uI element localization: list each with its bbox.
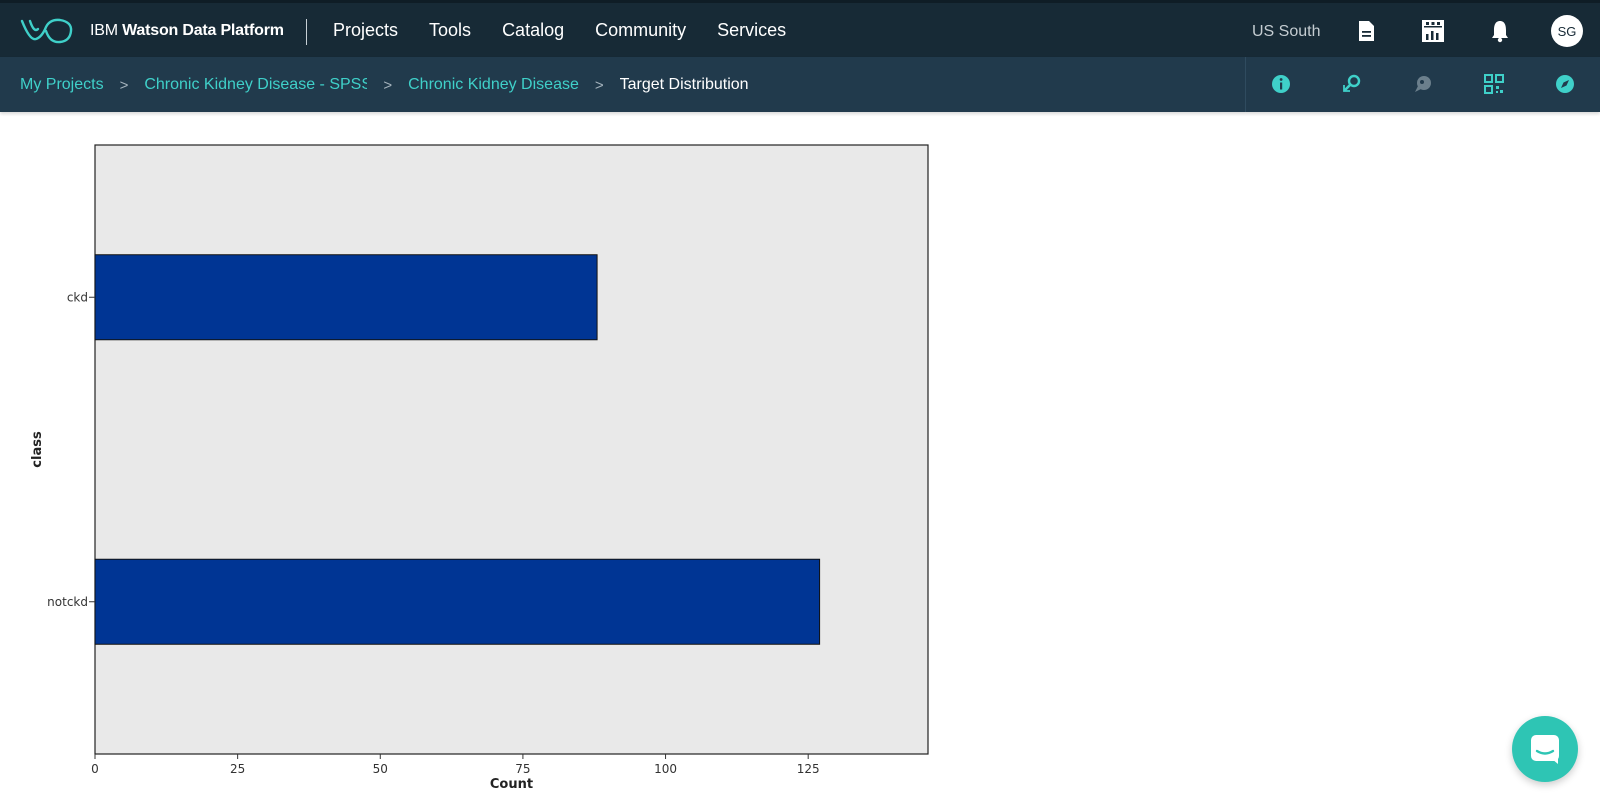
comment-icon[interactable] bbox=[1412, 73, 1434, 95]
nav-catalog[interactable]: Catalog bbox=[502, 20, 565, 40]
chat-button[interactable] bbox=[1512, 716, 1578, 782]
breadcrumb: My Projects > Chronic Kidney Disease - S… bbox=[20, 76, 749, 94]
document-icon[interactable] bbox=[1353, 18, 1379, 44]
target-distribution-chart: ckd notckd 0 25 50 75 100 125 Count class bbox=[0, 130, 960, 796]
breadcrumb-project[interactable]: Chronic Kidney Disease - SPSS M bbox=[144, 76, 368, 93]
find-icon[interactable] bbox=[1341, 73, 1363, 95]
user-avatar[interactable]: SG bbox=[1551, 15, 1583, 47]
compass-icon[interactable] bbox=[1554, 73, 1576, 95]
chevron-right-icon: > bbox=[594, 76, 604, 94]
nav-services[interactable]: Services bbox=[717, 20, 787, 40]
x-tick-label: 0 bbox=[91, 762, 99, 776]
y-tick-label: notckd bbox=[47, 595, 88, 609]
qr-icon[interactable] bbox=[1483, 73, 1505, 95]
bar-notckd bbox=[94, 558, 821, 645]
chat-icon bbox=[1531, 735, 1559, 764]
nav-projects[interactable]: Projects bbox=[333, 20, 399, 40]
plot-area bbox=[94, 144, 929, 755]
main-nav: Projects Tools Catalog Community Service… bbox=[333, 20, 817, 41]
x-tick-label: 25 bbox=[230, 762, 245, 776]
chart-svg: ckd notckd 0 25 50 75 100 125 Count class bbox=[30, 144, 929, 792]
y-tick-label: ckd bbox=[67, 290, 88, 304]
brand-title[interactable]: IBM Watson Data Platform bbox=[90, 22, 284, 40]
brand-prefix: IBM bbox=[90, 22, 118, 39]
x-tick-label: 50 bbox=[373, 762, 388, 776]
chevron-right-icon: > bbox=[383, 76, 393, 94]
top-header: IBM Watson Data Platform Projects Tools … bbox=[0, 0, 1600, 57]
watson-logo-icon[interactable] bbox=[20, 17, 74, 45]
breadcrumb-flow[interactable]: Chronic Kidney Disease bbox=[408, 76, 579, 93]
x-tick-label: 125 bbox=[797, 762, 820, 776]
nav-community[interactable]: Community bbox=[595, 20, 687, 40]
bar-ckd bbox=[94, 254, 598, 341]
breadcrumb-bar: My Projects > Chronic Kidney Disease - S… bbox=[0, 57, 1600, 112]
dashboard-icon[interactable] bbox=[1420, 18, 1446, 44]
brand-divider bbox=[306, 19, 307, 45]
toolbar-divider bbox=[1245, 57, 1246, 112]
x-tick-label: 75 bbox=[515, 762, 530, 776]
x-tick-label: 100 bbox=[654, 762, 677, 776]
breadcrumb-my-projects[interactable]: My Projects bbox=[20, 76, 104, 93]
y-axis-label: class bbox=[30, 431, 45, 468]
region-selector[interactable]: US South bbox=[1252, 23, 1321, 40]
chevron-right-icon: > bbox=[119, 76, 129, 94]
brand-name: Watson Data Platform bbox=[122, 22, 284, 39]
bell-icon[interactable] bbox=[1487, 18, 1513, 44]
nav-tools[interactable]: Tools bbox=[429, 20, 472, 40]
breadcrumb-current: Target Distribution bbox=[619, 76, 749, 93]
x-axis-label: Count bbox=[490, 777, 533, 792]
info-icon[interactable] bbox=[1270, 73, 1292, 95]
